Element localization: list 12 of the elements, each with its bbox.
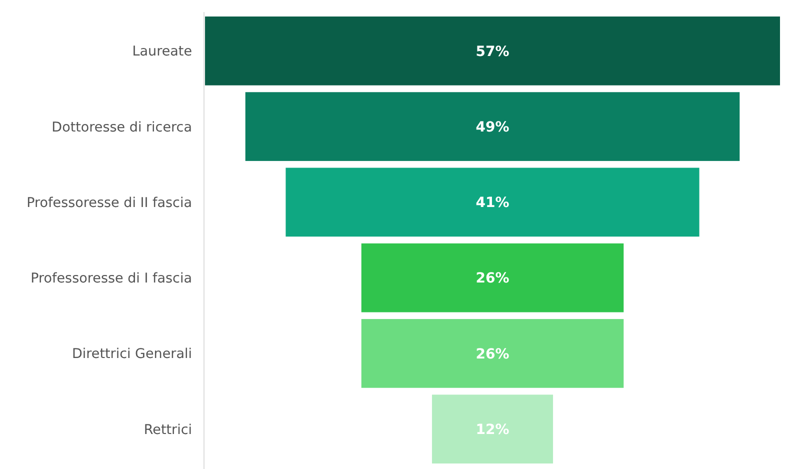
data-label: 49% [476,119,510,136]
data-label: 41% [476,195,510,212]
category-label: Professoresse di II fascia [26,194,192,211]
data-label: 26% [476,270,510,287]
category-label: Professoresse di I fascia [30,270,192,287]
category-label: Laureate [132,44,192,60]
data-label: 26% [476,346,510,362]
category-label: Rettrici [144,422,192,438]
data-label: 12% [476,422,510,438]
category-label: Direttrici Generali [72,346,192,362]
data-label: 57% [476,44,510,60]
category-label: Dottoresse di ricerca [52,119,192,136]
